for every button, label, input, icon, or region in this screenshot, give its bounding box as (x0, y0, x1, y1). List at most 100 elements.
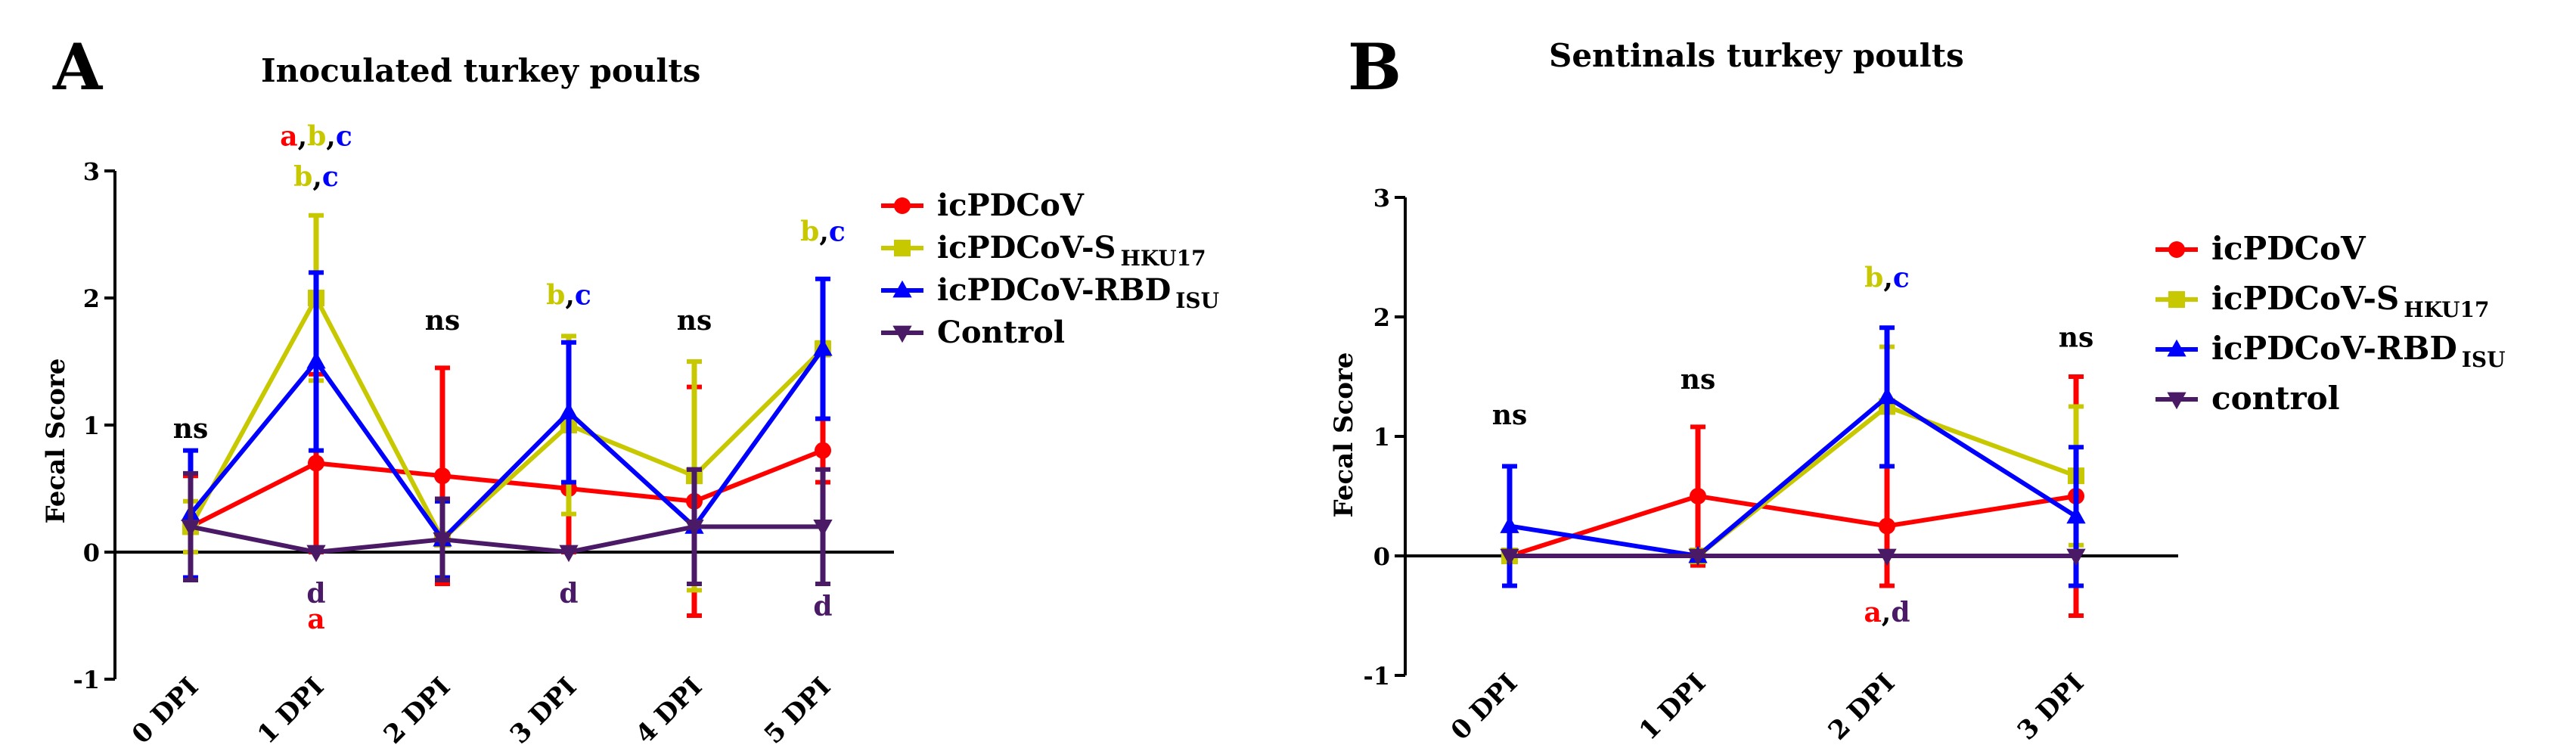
x-tick-label: 2 DPI (1823, 668, 1901, 746)
series-icPDCoV-RBD (1500, 325, 2086, 588)
data-point (308, 455, 324, 472)
x-tick-label: 0 DPI (1445, 668, 1524, 746)
legend-label: icPDCoV (2211, 230, 2367, 267)
significance-letter: , (312, 161, 322, 193)
significance-letter: , (819, 216, 829, 247)
data-point (813, 520, 833, 537)
y-tick-label: -1 (73, 666, 100, 694)
significance-letter: c (829, 216, 846, 247)
legend-marker (2167, 392, 2186, 410)
x-tick-label: 3 DPI (504, 672, 583, 748)
series-icPDCoV (1501, 374, 2084, 618)
x-tick-label: 4 DPI (630, 672, 709, 748)
significance-letter: , (326, 120, 336, 152)
legend-item: icPDCoV-RBD ISU (881, 272, 1219, 313)
significance-letter: a (280, 120, 297, 152)
data-point (1879, 517, 1895, 535)
legend-marker (892, 325, 912, 343)
significance-label: ns (425, 305, 460, 337)
y-tick-label: 2 (83, 284, 100, 313)
data-point (1690, 488, 1706, 504)
data-point (433, 532, 452, 550)
panel-b-chart: B Sentinals turkey poults Fecal Score -1… (1329, 29, 2506, 746)
legend-text: control (2211, 380, 2340, 417)
x-tick-label: 1 DPI (1634, 668, 1712, 746)
significance-label: b,c (546, 279, 591, 311)
chart-title: Sentinals turkey poults (1549, 37, 1964, 74)
x-tick-label: 0 DPI (126, 672, 205, 748)
significance-label: a,b,c (280, 120, 352, 152)
significance-letter: ns (2059, 322, 2093, 354)
series-line (189, 448, 824, 529)
data-point (813, 339, 833, 356)
data-point (2066, 548, 2086, 566)
legend-marker (2168, 291, 2185, 308)
legend-marker (2168, 241, 2185, 258)
panel-letter: A (52, 29, 104, 104)
legend-item: icPDCoV (2155, 230, 2367, 267)
legend-subscript: ISU (2462, 347, 2506, 372)
significance-letter: c (575, 279, 591, 311)
legend-item: icPDCoV-S HKU17 (2155, 280, 2489, 322)
significance-letter: b (307, 120, 326, 152)
series-control (1500, 548, 2086, 566)
significance-letter: b (293, 161, 312, 193)
data-point (1877, 386, 1897, 405)
significance-letter: c (336, 120, 352, 152)
chart-title: Inoculated turkey poults (261, 52, 700, 89)
series-icPDCoV-RBD (181, 270, 833, 586)
series-line (188, 347, 825, 542)
data-point (559, 402, 579, 420)
significance-label: a,d (1864, 597, 1910, 629)
y-tick-label: 2 (1373, 303, 1390, 332)
legend-subscript: ISU (1175, 288, 1219, 313)
legend-marker (892, 280, 912, 298)
legend-label: Control (937, 315, 1065, 350)
legend-text: icPDCoV (2211, 230, 2367, 267)
significance-letter: , (565, 279, 575, 311)
x-tick-label: 3 DPI (2012, 668, 2090, 746)
legend-item: icPDCoV-S HKU17 (881, 230, 1206, 271)
x-tick-label: 2 DPI (378, 672, 457, 748)
data-point (1500, 516, 1519, 533)
legend-marker (894, 240, 911, 256)
significance-letter: ns (425, 305, 460, 337)
significance-label: d (559, 578, 578, 610)
y-tick-label: 3 (83, 157, 100, 186)
significance-letter: ns (677, 305, 712, 337)
significance-label: ns (1492, 399, 1527, 431)
series-line (188, 296, 825, 542)
significance-label: b,c (293, 161, 339, 193)
data-point (306, 545, 326, 563)
y-tick-label: 0 (1373, 542, 1390, 571)
significance-letter: , (1882, 597, 1892, 629)
legend-label: icPDCoV (937, 188, 1085, 223)
significance-letter: b (800, 216, 819, 247)
y-axis-label: Fecal Score (1329, 352, 1359, 518)
data-point (306, 351, 326, 369)
legend-item: control (2155, 380, 2340, 417)
y-axis-label: Fecal Score (41, 358, 71, 524)
data-point (1688, 548, 1708, 566)
significance-letter: d (306, 578, 325, 610)
significance-letter: c (1893, 262, 1910, 294)
series-line (1510, 404, 2078, 558)
legend-marker (894, 197, 911, 214)
legend-subscript: HKU17 (2404, 297, 2489, 322)
legend: icPDCoV icPDCoV-S HKU17 icPDCoV-RBD ISU contr… (2155, 230, 2506, 417)
data-point (684, 520, 704, 537)
significance-label: b,c (1864, 262, 1910, 294)
significance-label: d (813, 591, 832, 622)
legend-label: icPDCoV-RBD ISU (937, 272, 1219, 313)
y-tick-label: -1 (1363, 662, 1390, 691)
significance-letter: d (1891, 597, 1910, 629)
significance-letter: a (1864, 597, 1881, 629)
series-line (1509, 494, 2077, 558)
x-tick-label: 1 DPI (252, 672, 331, 748)
significance-letter: d (813, 591, 832, 622)
legend-label: icPDCoV-S HKU17 (937, 230, 1206, 271)
significance-label: ns (2059, 322, 2093, 354)
data-point (434, 467, 451, 485)
significance-letter: ns (1492, 399, 1527, 431)
